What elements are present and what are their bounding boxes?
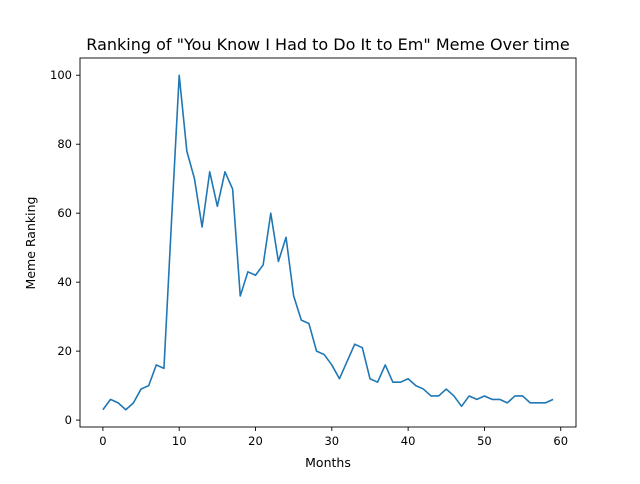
chart-title: Ranking of "You Know I Had to Do It to E… bbox=[86, 35, 569, 54]
x-axis-label: Months bbox=[305, 455, 351, 470]
x-tick-label: 0 bbox=[99, 434, 106, 448]
y-axis-label: Meme Ranking bbox=[23, 197, 38, 290]
x-tick-label: 60 bbox=[553, 434, 568, 448]
x-tick-label: 30 bbox=[324, 434, 339, 448]
y-tick-label: 40 bbox=[57, 275, 72, 289]
x-tick-label: 10 bbox=[172, 434, 187, 448]
x-tick-label: 20 bbox=[248, 434, 263, 448]
y-tick-label: 60 bbox=[57, 206, 72, 220]
x-tick-label: 40 bbox=[401, 434, 416, 448]
y-tick-label: 0 bbox=[65, 413, 72, 427]
y-tick-label: 100 bbox=[50, 68, 72, 82]
plot-frame bbox=[79, 57, 577, 428]
plot-area: 0 10 20 30 40 50 60 0 20 40 60 80 100 bbox=[50, 57, 577, 448]
series-line bbox=[102, 74, 554, 411]
x-tick-label: 50 bbox=[477, 434, 492, 448]
y-tick-label: 20 bbox=[57, 344, 72, 358]
y-tick-label: 80 bbox=[57, 137, 72, 151]
